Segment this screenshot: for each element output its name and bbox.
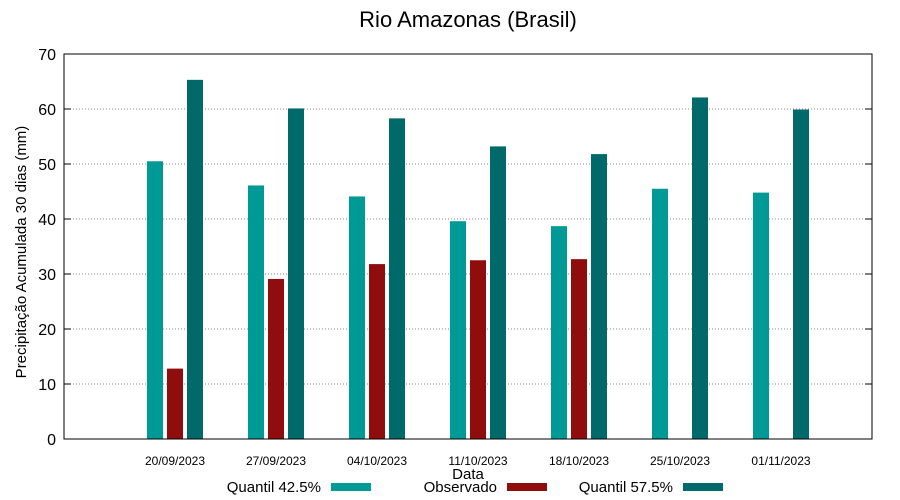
x-tick-label: 27/09/2023 bbox=[246, 454, 306, 468]
x-tick-label: 18/10/2023 bbox=[549, 454, 609, 468]
bar-quantil-42-5-4 bbox=[551, 226, 567, 439]
legend-swatch bbox=[683, 483, 723, 491]
x-tick-label: 25/10/2023 bbox=[650, 454, 710, 468]
plot-frame bbox=[63, 53, 873, 440]
x-axis-label: Data bbox=[452, 466, 484, 483]
x-axis-ticks: 20/09/2023 27/09/2023 04/10/2023 11/10/2023… bbox=[145, 454, 811, 468]
x-tick-label: 01/11/2023 bbox=[751, 454, 810, 468]
legend-swatch bbox=[331, 483, 371, 491]
bar-quantil-57-5-1 bbox=[288, 108, 304, 439]
legend-swatch bbox=[507, 483, 547, 491]
bar-quantil-42-5-1 bbox=[248, 185, 264, 439]
grid-lines bbox=[64, 108, 872, 385]
bar-quantil-57-5-0 bbox=[187, 79, 203, 439]
y-tick-label: 50 bbox=[38, 157, 56, 174]
bar-quantil-57-5-6 bbox=[793, 109, 809, 440]
bars bbox=[147, 79, 809, 440]
bar-quantil-42-5-0 bbox=[147, 161, 163, 439]
bar-observado-3 bbox=[470, 260, 486, 439]
bar-quantil-57-5-3 bbox=[490, 146, 506, 439]
legend-label: Quantil 57.5% bbox=[579, 479, 673, 496]
y-tick-label: 10 bbox=[38, 377, 56, 394]
y-tick-label: 60 bbox=[38, 102, 56, 119]
x-tick-label: 04/10/2023 bbox=[347, 454, 407, 468]
legend-label: Observado bbox=[424, 479, 497, 496]
y-tick-label: 20 bbox=[38, 322, 56, 339]
x-tick-label: 11/10/2023 bbox=[448, 454, 507, 468]
bar-observado-4 bbox=[571, 259, 587, 439]
legend-label: Quantil 42.5% bbox=[227, 479, 321, 496]
bar-quantil-57-5-5 bbox=[692, 97, 708, 439]
chart-title: Rio Amazonas (Brasil) bbox=[359, 7, 577, 32]
bar-observado-1 bbox=[268, 278, 284, 439]
y-axis-ticks: 0 10 20 30 40 50 60 70 bbox=[38, 47, 872, 449]
y-tick-label: 70 bbox=[38, 47, 56, 64]
bar-quantil-42-5-6 bbox=[753, 192, 769, 439]
x-tick-label: 20/09/2023 bbox=[145, 454, 205, 468]
bar-quantil-42-5-2 bbox=[349, 196, 365, 439]
bar-observado-2 bbox=[369, 264, 385, 439]
legend: Quantil 42.5% Observado Quantil 57.5% bbox=[227, 479, 723, 496]
y-tick-label: 0 bbox=[47, 432, 56, 449]
y-tick-label: 30 bbox=[38, 267, 56, 284]
bar-quantil-42-5-5 bbox=[652, 188, 668, 439]
y-tick-label: 40 bbox=[38, 212, 56, 229]
bar-observado-0 bbox=[167, 368, 183, 439]
bar-quantil-42-5-3 bbox=[450, 221, 466, 439]
bar-quantil-57-5-2 bbox=[389, 118, 405, 439]
bar-quantil-57-5-4 bbox=[591, 154, 607, 439]
y-axis-label: Precipitação Acumulada 30 dias (mm) bbox=[13, 126, 30, 379]
